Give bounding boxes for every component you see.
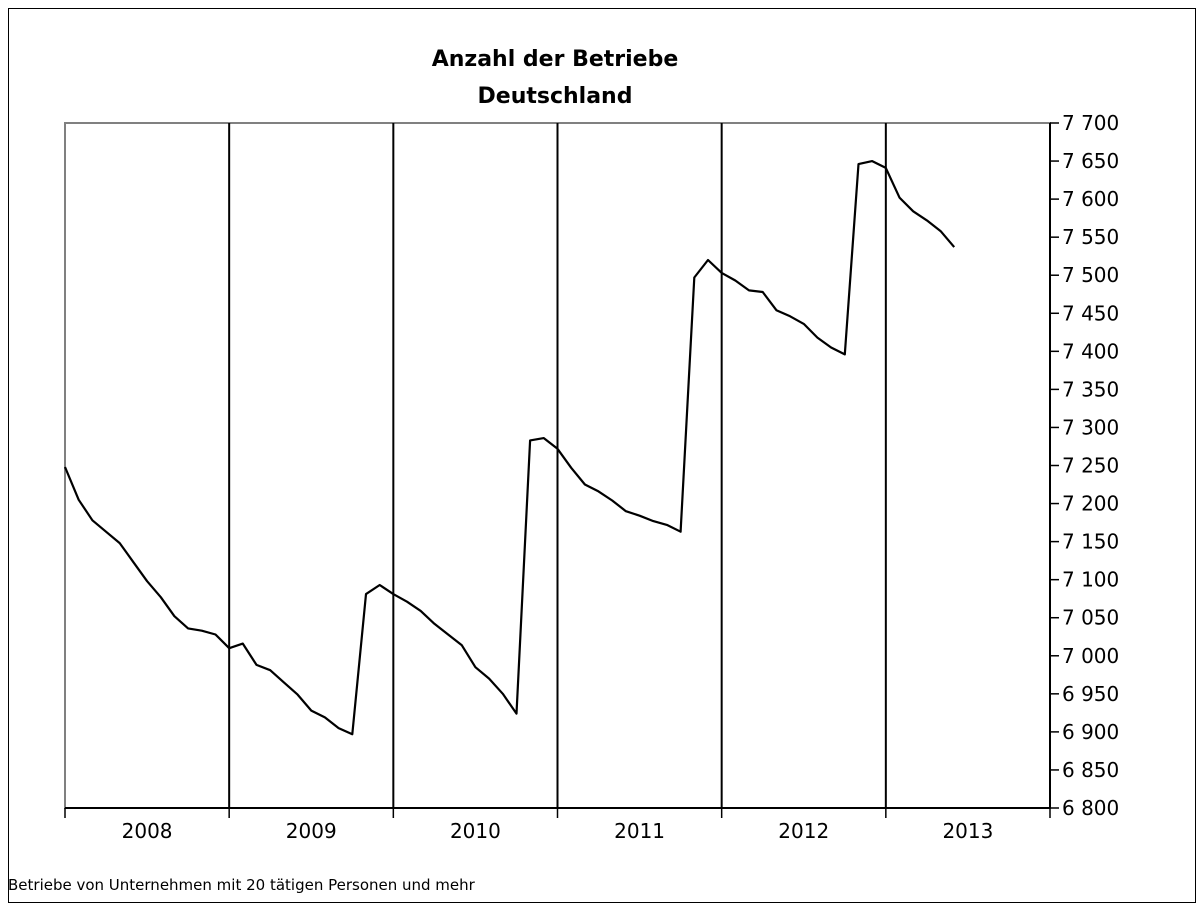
y-tick-label: 7 250 bbox=[1062, 454, 1119, 478]
chart-title: Anzahl der Betriebe bbox=[431, 47, 679, 72]
y-tick-label: 7 350 bbox=[1062, 377, 1119, 401]
x-tick-label: 2009 bbox=[286, 819, 337, 843]
x-tick-label: 2012 bbox=[778, 819, 829, 843]
x-tick-label: 2013 bbox=[942, 819, 993, 843]
y-tick-label: 7 550 bbox=[1062, 225, 1119, 249]
y-tick-label: 7 650 bbox=[1062, 149, 1119, 173]
chart-frame bbox=[8, 8, 1196, 903]
y-tick-label: 7 700 bbox=[1062, 111, 1119, 135]
x-tick-label: 2011 bbox=[614, 819, 665, 843]
y-tick-label: 7 200 bbox=[1062, 492, 1119, 516]
y-tick-label: 7 600 bbox=[1062, 187, 1119, 211]
series-line bbox=[63, 160, 956, 736]
y-tick-label: 7 400 bbox=[1062, 339, 1119, 363]
chart-subtitle: Deutschland bbox=[477, 84, 633, 109]
chart-footnote: Betriebe von Unternehmen mit 20 tätigen … bbox=[8, 876, 475, 894]
y-tick-label: 7 000 bbox=[1062, 644, 1119, 668]
x-tick-label: 2008 bbox=[122, 819, 173, 843]
y-tick-label: 7 450 bbox=[1062, 301, 1119, 325]
y-tick-label: 7 500 bbox=[1062, 263, 1119, 287]
x-tick-label: 2010 bbox=[450, 819, 501, 843]
y-tick-label: 7 150 bbox=[1062, 530, 1119, 554]
y-tick-label: 7 300 bbox=[1062, 415, 1119, 439]
y-tick-label: 6 850 bbox=[1062, 758, 1119, 782]
y-tick-label: 7 050 bbox=[1062, 606, 1119, 630]
y-tick-label: 6 800 bbox=[1062, 796, 1119, 820]
y-tick-label: 6 950 bbox=[1062, 682, 1119, 706]
y-tick-label: 6 900 bbox=[1062, 720, 1119, 744]
y-tick-label: 7 100 bbox=[1062, 568, 1119, 592]
